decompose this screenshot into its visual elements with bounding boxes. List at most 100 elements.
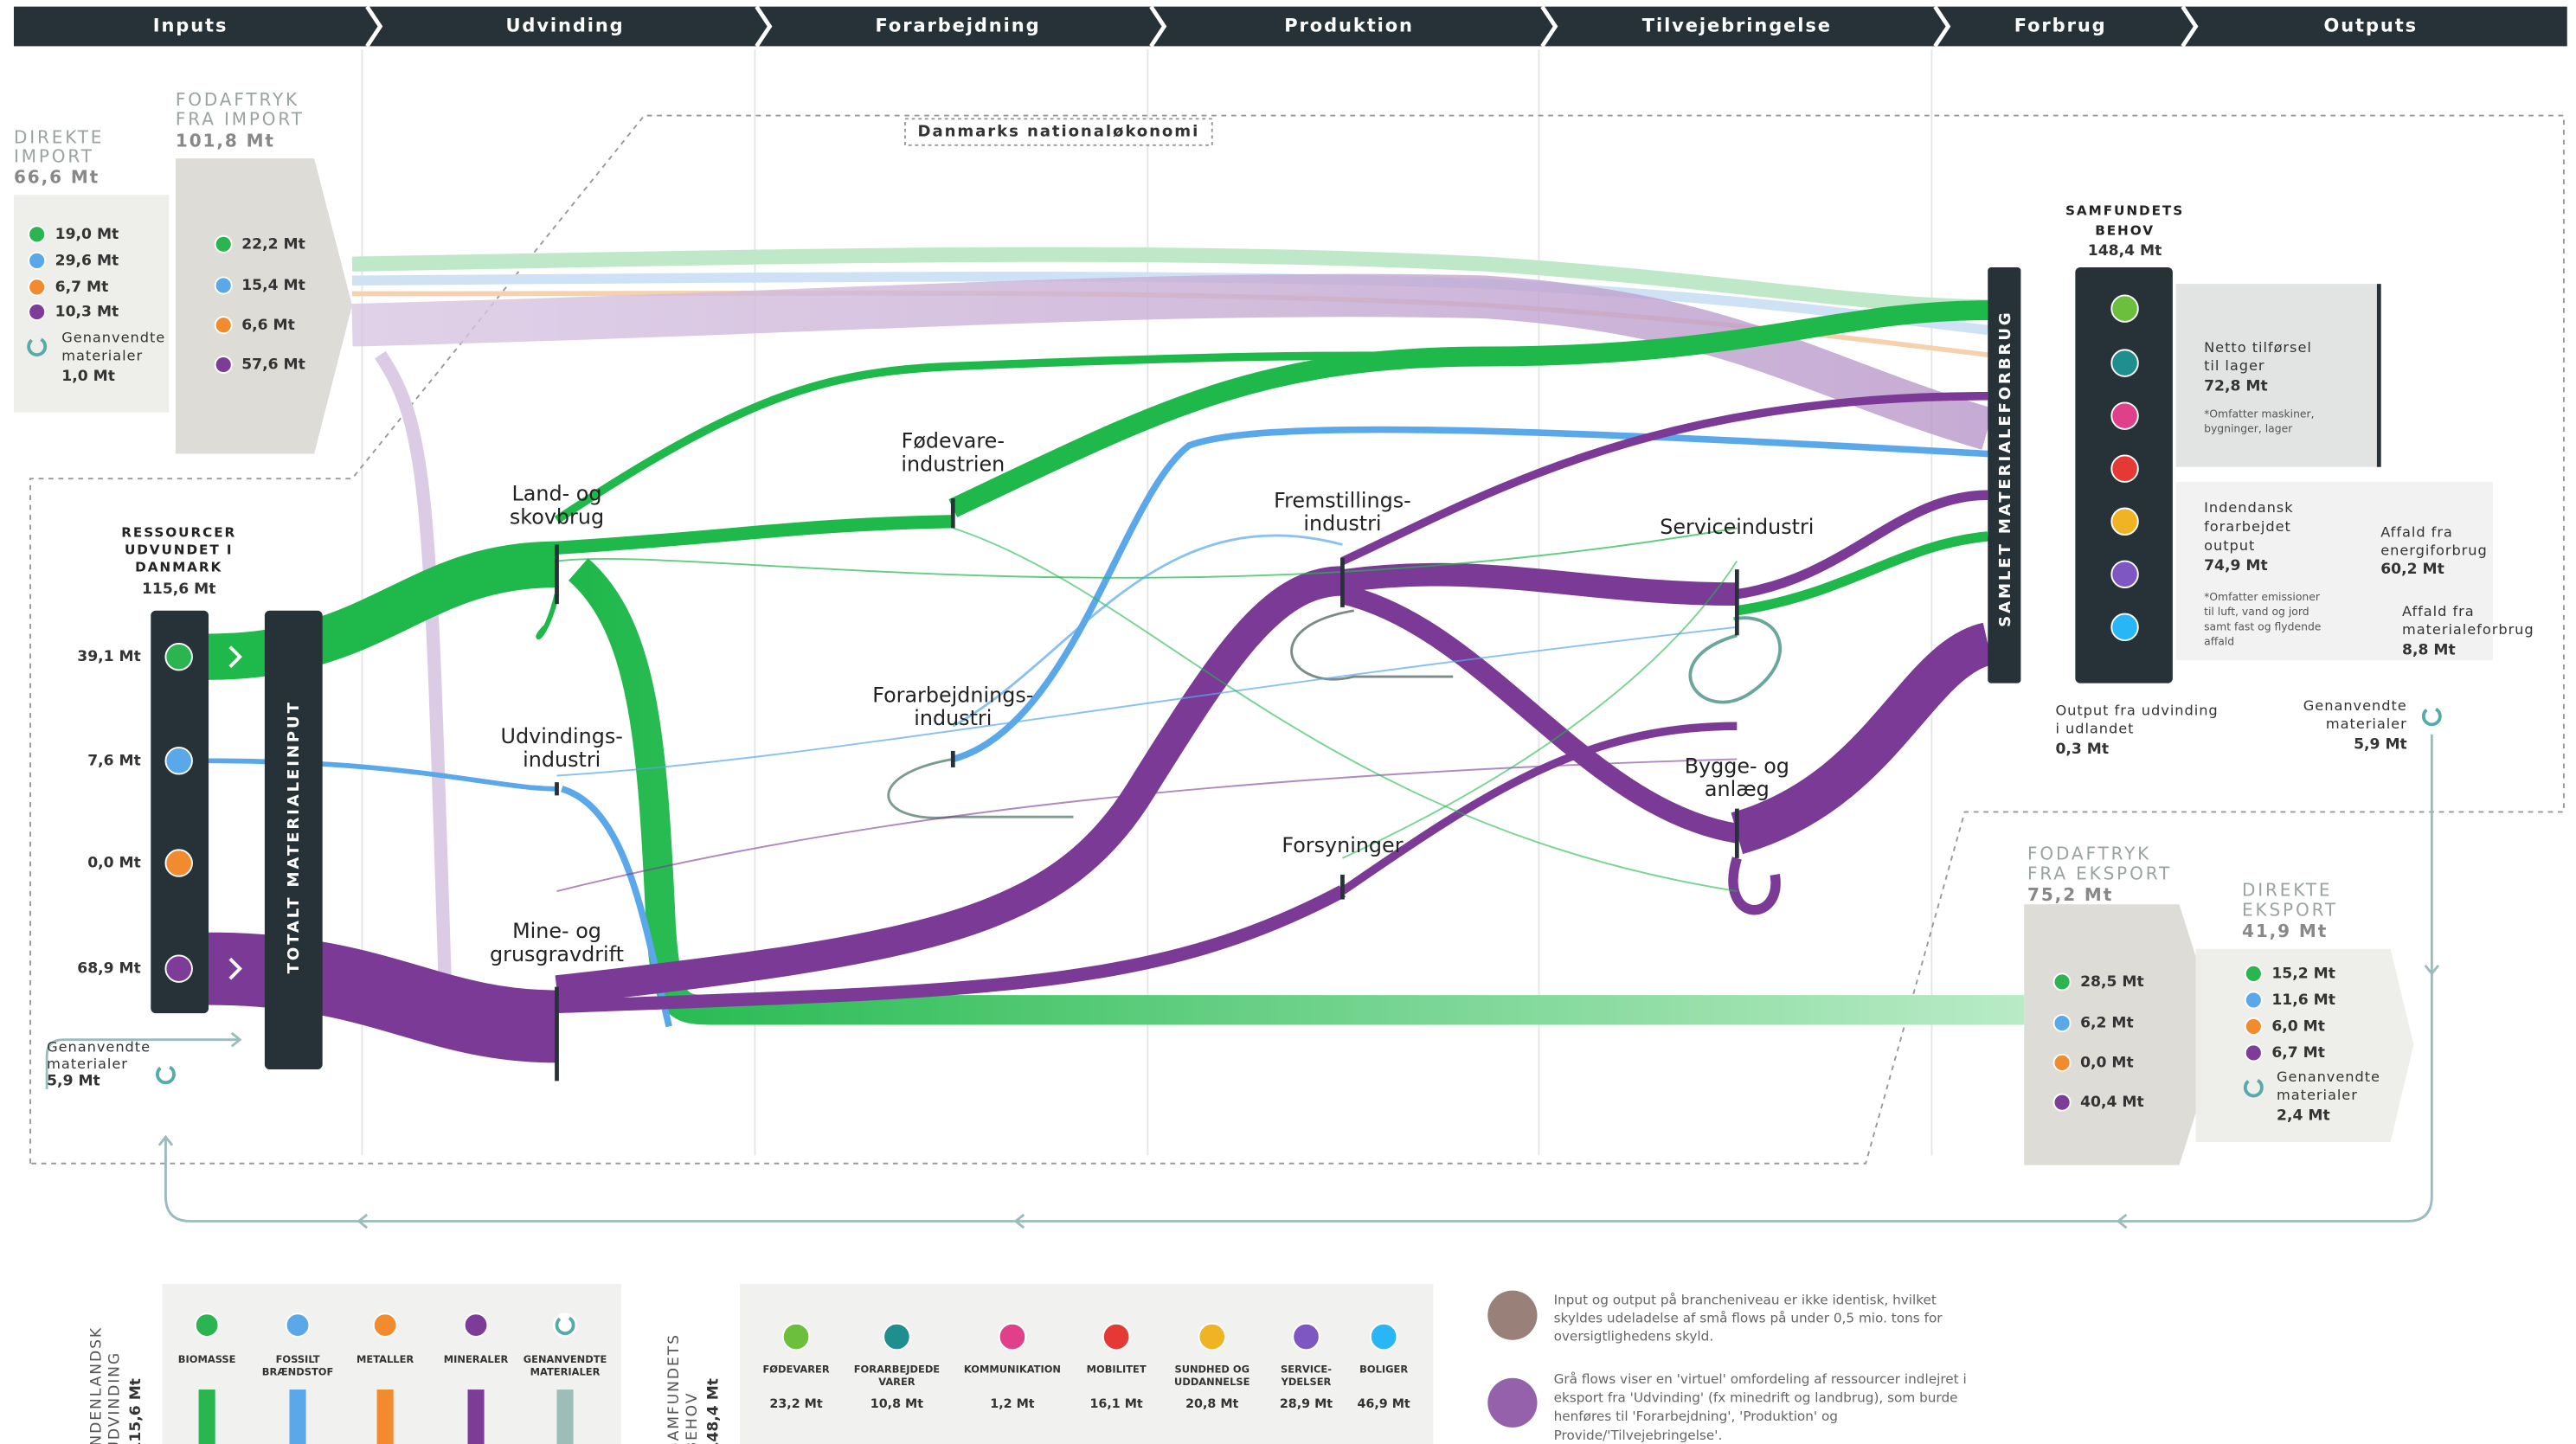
label: METALLER xyxy=(357,1353,414,1365)
label: 148,4 Mt xyxy=(2088,242,2162,260)
label: VARER xyxy=(878,1376,915,1388)
label: TOTALT MATERIALEINPUT xyxy=(285,700,303,973)
label: SAMLET MATERIALEFORBRUG xyxy=(1996,310,2014,626)
node-label: industrien xyxy=(901,452,1005,476)
label: 7,6 Mt xyxy=(87,752,141,769)
icon xyxy=(1371,1324,1397,1351)
label: EKSPORT xyxy=(2242,899,2338,920)
label: 28,9 Mt xyxy=(1280,1397,1333,1411)
label: affald xyxy=(2204,634,2234,647)
flows xyxy=(209,254,2024,1056)
node-label: Forsyninger xyxy=(1282,833,1403,857)
label: materialer xyxy=(2277,1087,2358,1103)
label: Genanvendte xyxy=(2277,1069,2380,1085)
icon xyxy=(29,226,45,242)
label: forarbejdet xyxy=(2204,518,2291,535)
label: output xyxy=(2204,537,2255,554)
icon xyxy=(883,1324,910,1351)
label: Inputs xyxy=(153,16,228,36)
icon xyxy=(215,277,232,293)
label: til luft, vand og jord xyxy=(2204,605,2309,618)
icon xyxy=(165,955,192,982)
label: FRA IMPORT xyxy=(176,109,305,130)
label: 10,3 Mt xyxy=(55,304,119,321)
label: bygninger, lager xyxy=(2204,421,2293,434)
label: UDVUNDET I xyxy=(125,542,234,558)
icon xyxy=(2054,1015,2071,1031)
label: BOLIGER xyxy=(1359,1364,1408,1376)
recycle-icon xyxy=(157,1066,174,1082)
label: SUNDHED OG xyxy=(1174,1364,1249,1376)
icon xyxy=(999,1324,1026,1351)
label: *Omfatter emissioner xyxy=(2204,590,2321,603)
label: *Omfatter maskiner, xyxy=(2204,407,2314,420)
label: UDVINDING xyxy=(106,1351,123,1444)
legend-color-bar xyxy=(377,1389,394,1444)
label: 23,2 Mt xyxy=(769,1397,822,1411)
legend-color-bar xyxy=(557,1389,574,1444)
label: Danmarks nationaløkonomi xyxy=(918,123,1200,141)
legend-color-bar xyxy=(468,1389,485,1444)
label: 40,4 Mt xyxy=(2080,1094,2144,1111)
label: MATERIALER xyxy=(530,1366,601,1378)
label: skyldes udeladelse af små flows på under… xyxy=(1554,1311,1943,1326)
label: 68,9 Mt xyxy=(77,960,141,978)
icon xyxy=(2111,402,2138,429)
icon xyxy=(215,236,232,253)
label: Produktion xyxy=(1284,16,1414,36)
icon xyxy=(1103,1324,1130,1351)
legend-color-bar xyxy=(290,1389,306,1444)
label: RESSOURCER xyxy=(121,525,236,541)
label: materialer xyxy=(61,348,143,364)
icon xyxy=(196,1313,219,1337)
icon xyxy=(2054,1094,2071,1111)
label: henføres til 'Forarbejdning', 'Produktio… xyxy=(1554,1409,1838,1424)
label: FØDEVARER xyxy=(762,1364,829,1376)
node-label: Land- og xyxy=(512,482,602,506)
label: DIREKTE xyxy=(14,127,104,148)
icon xyxy=(2111,562,2138,588)
label: 11,6 Mt xyxy=(2271,992,2335,1009)
label: Tilvejebringelse xyxy=(1642,16,1832,36)
label: BEHOV xyxy=(2095,223,2155,239)
icon xyxy=(165,850,192,876)
node-label: Fremstillings- xyxy=(1274,488,1411,512)
label: MINERALER xyxy=(444,1353,509,1365)
label: FODAFTRYK xyxy=(176,89,299,110)
label: 60,2 Mt xyxy=(2380,561,2444,578)
icon xyxy=(165,644,192,671)
icon xyxy=(2111,614,2138,641)
icon xyxy=(2111,508,2138,535)
recycle-icon xyxy=(2424,708,2440,724)
label: Forarbejdning xyxy=(876,16,1041,36)
label: materialer xyxy=(47,1056,128,1072)
label: FODAFTRYK xyxy=(2027,844,2151,864)
node-label: Serviceindustri xyxy=(1660,515,1814,539)
label: 1,2 Mt xyxy=(990,1397,1035,1411)
icon xyxy=(2245,966,2262,982)
label: 0,3 Mt xyxy=(2055,741,2109,758)
node-label: Fødevare- xyxy=(902,429,1005,453)
label: energiforbrug xyxy=(2380,542,2488,559)
label: 15,4 Mt xyxy=(241,277,305,294)
label: 0,0 Mt xyxy=(87,855,141,872)
icon xyxy=(2111,350,2138,376)
label: BIOMASSE xyxy=(178,1353,236,1365)
label: FORARBEJDEDE xyxy=(854,1364,940,1376)
label: Output fra udvinding xyxy=(2055,703,2218,719)
icon xyxy=(2245,1044,2262,1061)
label: Genanvendte xyxy=(2303,697,2407,714)
icon xyxy=(2245,1018,2262,1035)
label: 46,9 Mt xyxy=(1357,1397,1410,1411)
label: Udvinding xyxy=(505,16,624,36)
label: 2,4 Mt xyxy=(2277,1107,2330,1124)
label: Affald fra xyxy=(2380,524,2453,541)
label: BEHOV xyxy=(684,1392,701,1444)
icon xyxy=(165,748,192,774)
label: Genanvendte xyxy=(47,1039,151,1056)
label: 16,1 Mt xyxy=(1089,1397,1142,1411)
label: 15,2 Mt xyxy=(2271,965,2335,982)
label: 72,8 Mt xyxy=(2204,377,2268,395)
label: IMPORT xyxy=(14,146,94,167)
icon xyxy=(374,1313,397,1337)
